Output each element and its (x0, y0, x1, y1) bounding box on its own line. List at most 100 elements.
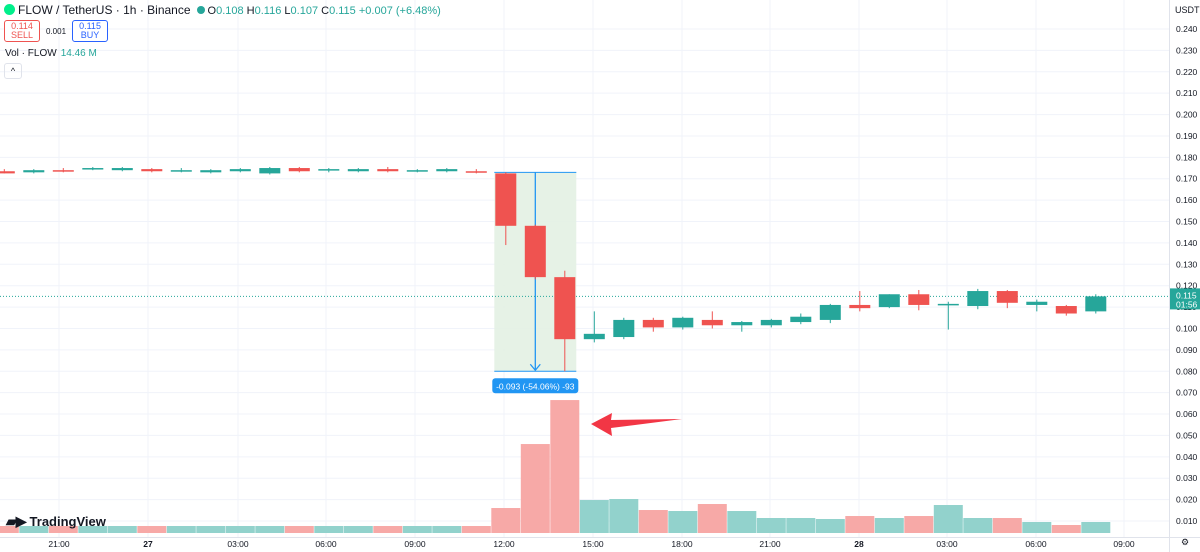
volume-bar (992, 518, 1022, 533)
volume-legend[interactable]: Vol · FLOW 14.46 M (5, 48, 97, 59)
price-tick-label: 0.180 (1176, 152, 1198, 162)
volume-bar (402, 526, 432, 533)
symbol-legend: FLOW / TetherUS · 1h · Binance O0.108 H0.… (4, 3, 441, 17)
candle (200, 169, 222, 174)
symbol-title[interactable]: FLOW / TetherUS · 1h · Binance (18, 3, 191, 17)
volume-bar (373, 526, 403, 533)
candle (524, 224, 546, 280)
collapse-legend-button[interactable]: ^ (4, 63, 22, 79)
volume-bar (48, 526, 78, 533)
volume-bar (19, 526, 49, 533)
candle-body (436, 169, 458, 172)
sell-button[interactable]: 0.114 SELL (4, 20, 40, 42)
volume-bar (668, 511, 698, 533)
candle (288, 166, 310, 173)
candle-body (524, 225, 546, 278)
volume-bars (0, 400, 1111, 533)
candle (642, 317, 664, 332)
tradingview-mark-icon: ▰▶ (6, 513, 27, 529)
time-tick-label: 15:00 (582, 539, 604, 549)
price-tick-label: 0.170 (1176, 174, 1198, 184)
grid-lines (0, 0, 1169, 537)
candle-body (672, 317, 694, 328)
candle (819, 303, 841, 324)
time-tick-label: 03:00 (936, 539, 958, 549)
axis-unit-label[interactable]: USDT (1175, 5, 1200, 15)
candle-body (229, 169, 251, 172)
price-tick-label: 0.210 (1176, 88, 1198, 98)
candle (613, 317, 635, 340)
volume-bar (343, 526, 373, 533)
candle (259, 166, 281, 175)
volume-bar (461, 526, 491, 533)
candle-body (908, 294, 930, 305)
volume-bar (963, 518, 993, 533)
volume-bar (933, 505, 963, 533)
candle (170, 168, 192, 173)
price-tick-label: 0.160 (1176, 195, 1198, 205)
volume-bar (255, 526, 285, 533)
candle (23, 169, 45, 174)
settings-icon[interactable]: ⚙ (1180, 537, 1190, 547)
candle-body (318, 169, 340, 171)
volume-bar (550, 400, 580, 533)
candle (318, 168, 340, 173)
volume-bar (314, 526, 344, 533)
volume-bar (0, 526, 19, 533)
candle (996, 289, 1018, 309)
ohlc-values: O0.108 H0.116 L0.107 C0.115 +0.007 (+6.4… (207, 5, 441, 17)
volume-bar (196, 526, 226, 533)
price-tick-label: 0.120 (1176, 281, 1198, 291)
price-tick-label: 0.200 (1176, 110, 1198, 120)
candle (731, 320, 753, 332)
candle (554, 270, 576, 372)
candle-body (760, 319, 782, 326)
volume-bar (284, 526, 314, 533)
buy-button[interactable]: 0.115 BUY (72, 20, 109, 42)
price-tick-label: 0.080 (1176, 366, 1198, 376)
price-tick-label: 0.020 (1176, 495, 1198, 505)
volume-bar (107, 526, 137, 533)
time-tick-label: 18:00 (671, 539, 693, 549)
volume-bar (638, 510, 668, 533)
time-tick-label: 21:00 (759, 539, 781, 549)
measure-arrow-head (529, 363, 541, 372)
volume-bar (78, 526, 108, 533)
volume-bar (1081, 522, 1111, 533)
candle-body (465, 171, 487, 173)
time-tick-label: 03:00 (227, 539, 249, 549)
candle-body (849, 304, 871, 309)
candle-body (790, 316, 812, 323)
volume-bar (904, 516, 934, 533)
candle (1085, 294, 1107, 314)
candle (1055, 304, 1077, 316)
price-tick-label: 0.060 (1176, 409, 1198, 419)
price-tick-label: 0.230 (1176, 45, 1198, 55)
candle (760, 318, 782, 328)
volume-bar (845, 516, 875, 533)
price-tick-label: 0.220 (1176, 67, 1198, 77)
price-axis: 0.240 0.230 0.220 0.210 0.200 0.190 0.180 0.170… (1176, 24, 1198, 526)
candle-body (996, 291, 1018, 303)
tradingview-logo[interactable]: ▰▶ TradingView (6, 513, 106, 529)
time-axis: 21:00 27 03:00 06:00 09:00 12:00 15:00 18:00 21:… (48, 539, 1135, 549)
candle (967, 288, 989, 310)
candle (908, 289, 930, 311)
price-tick-label: 0.150 (1176, 217, 1198, 227)
candle-body (347, 169, 369, 172)
candle-body (1085, 296, 1107, 312)
measure-label-bg (492, 378, 579, 394)
candle-body (259, 168, 281, 174)
volume-bar (874, 518, 904, 533)
price-tick-label: 0.240 (1176, 24, 1198, 34)
volume-bar (491, 508, 521, 533)
volume-bar (166, 526, 196, 533)
volume-bar (609, 499, 639, 533)
candle-body (23, 170, 45, 173)
volume-bar (137, 526, 167, 533)
flow-coin-icon (4, 4, 15, 15)
time-tick-label: 28 (854, 539, 864, 549)
candle-body (141, 169, 163, 172)
volume-bar (432, 526, 462, 533)
